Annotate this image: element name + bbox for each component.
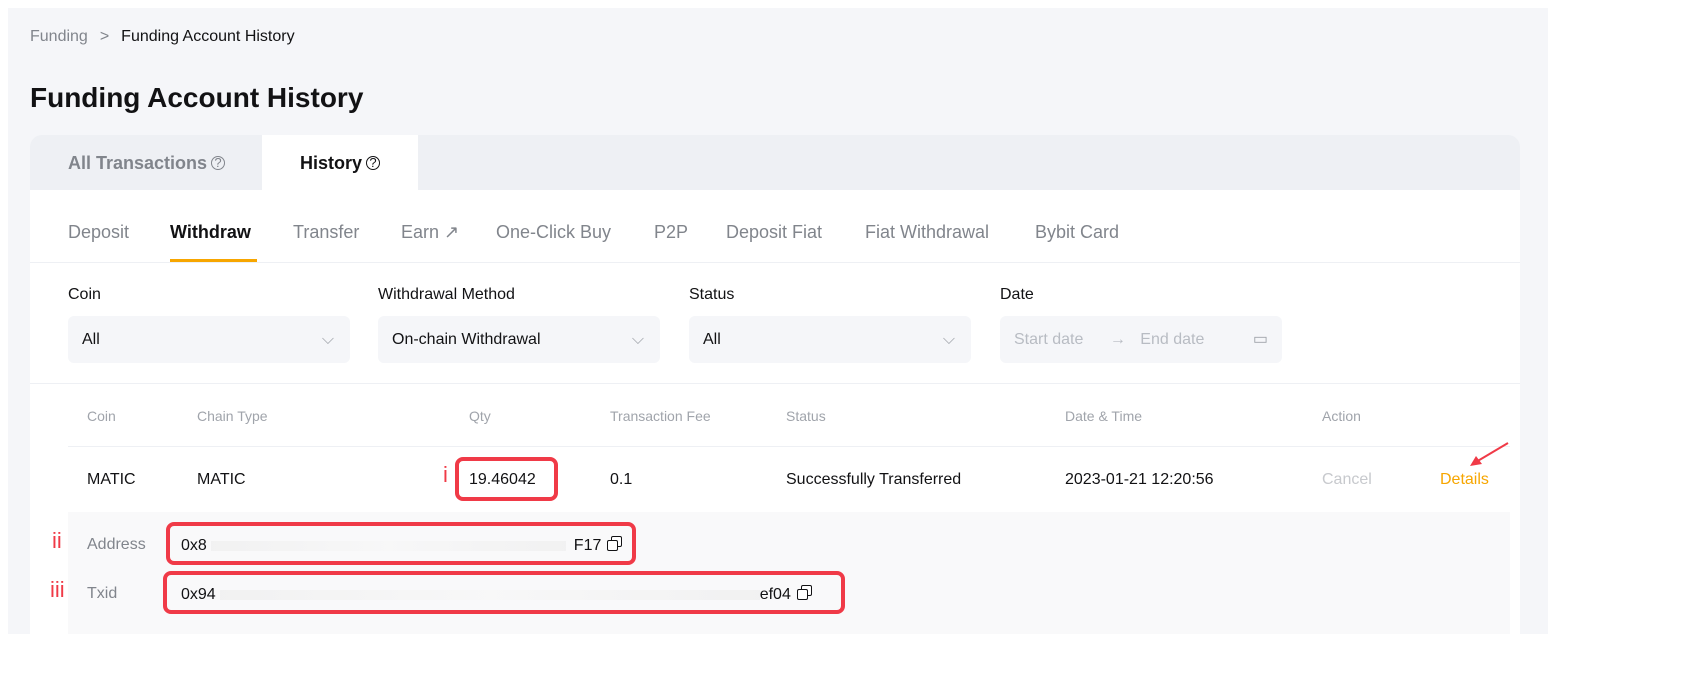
coin-select[interactable]: All ⌵ (68, 316, 350, 363)
txid-end: ef04 (759, 586, 791, 603)
end-date-input[interactable]: End date (1140, 331, 1205, 348)
breadcrumb-separator: > (99, 28, 110, 45)
copy-icon[interactable] (607, 536, 623, 551)
subtab-deposit-fiat[interactable]: Deposit Fiat (726, 222, 823, 242)
redacted-blur (219, 589, 760, 600)
header-coin: Coin (87, 408, 116, 424)
calendar-icon[interactable]: ▭ (1252, 331, 1268, 348)
method-filter-label: Withdrawal Method (378, 286, 515, 303)
address-start: 0x8 (181, 537, 207, 554)
txid-label: Txid (87, 585, 118, 602)
address-label: Address (87, 536, 146, 553)
tab-history[interactable]: History? (262, 135, 419, 191)
divider (30, 383, 1520, 384)
annotation-ii: ii (52, 528, 62, 553)
active-tab-indicator (170, 259, 257, 262)
cell-chain: MATIC (197, 471, 246, 488)
cell-coin: MATIC (87, 471, 136, 488)
cell-status: Successfully Transferred (786, 471, 962, 488)
annotation-box-txid (163, 571, 845, 614)
annotation-box-qty (455, 457, 558, 501)
tab-label: All Transactions (68, 153, 208, 173)
status-select[interactable]: All ⌵ (689, 316, 971, 363)
tab-all-transactions[interactable]: All Transactions? (30, 135, 263, 191)
cancel-button[interactable]: Cancel (1322, 471, 1372, 488)
subtab-bybit-card[interactable]: Bybit Card (1035, 222, 1120, 242)
coin-filter-label: Coin (68, 286, 101, 303)
annotation-iii: iii (50, 577, 65, 602)
subtab-fiat-withdrawal[interactable]: Fiat Withdrawal (865, 222, 990, 242)
cell-qty: 19.46042 (469, 471, 536, 488)
header-status: Status (786, 408, 826, 424)
arrow-right-icon: → (1109, 331, 1126, 348)
help-icon[interactable]: ? (211, 156, 226, 170)
start-date-input[interactable]: Start date (1014, 331, 1084, 348)
annotation-arrow-icon (1470, 442, 1509, 466)
coin-select-value: All (82, 331, 100, 348)
header-action: Action (1322, 408, 1361, 424)
status-select-value: All (703, 331, 721, 348)
header-chain-type: Chain Type (197, 408, 268, 424)
divider (30, 262, 1520, 263)
breadcrumb-funding[interactable]: Funding (30, 28, 88, 45)
help-icon[interactable]: ? (366, 156, 381, 170)
breadcrumb: Funding > Funding Account History (30, 28, 295, 46)
txid-value: 0x94 ef04 (181, 585, 841, 604)
txid-start: 0x94 (181, 586, 216, 603)
page-title: Funding Account History (30, 82, 364, 113)
cell-fee: 0.1 (610, 471, 633, 488)
annotation-box-address (166, 522, 636, 565)
subtab-p2p[interactable]: P2P (654, 222, 689, 242)
subtab-earn[interactable]: Earn ↗ (401, 222, 460, 242)
header-fee: Transaction Fee (610, 408, 711, 424)
method-select-value: On-chain Withdrawal (392, 331, 541, 348)
chevron-down-icon: ⌵ (631, 331, 644, 348)
breadcrumb-current: Funding Account History (121, 28, 295, 45)
header-date-time: Date & Time (1065, 408, 1143, 424)
subtab-one-click-buy[interactable]: One-Click Buy (496, 222, 612, 242)
address-value: 0x8 F17 (181, 536, 631, 555)
annotation-i: i (443, 462, 448, 487)
date-filter-label: Date (1000, 286, 1034, 303)
details-link[interactable]: Details (1440, 471, 1489, 488)
method-select[interactable]: On-chain Withdrawal ⌵ (378, 316, 660, 363)
main-tabs: All Transactions? History? (30, 135, 1520, 191)
status-filter-label: Status (689, 286, 735, 303)
date-range-picker[interactable]: Start date → End date ▭ (1000, 316, 1282, 363)
tab-label: History (300, 153, 363, 173)
redacted-blur (210, 540, 566, 551)
chevron-down-icon: ⌵ (321, 331, 334, 348)
divider (68, 446, 1510, 447)
copy-icon[interactable] (796, 585, 812, 600)
header-qty: Qty (469, 408, 491, 424)
chevron-down-icon: ⌵ (942, 331, 955, 348)
subtab-withdraw[interactable]: Withdraw (170, 222, 251, 242)
cell-datetime: 2023-01-21 12:20:56 (1065, 471, 1214, 488)
address-end: F17 (573, 537, 602, 554)
subtab-deposit[interactable]: Deposit (68, 222, 130, 242)
subtab-transfer[interactable]: Transfer (293, 222, 360, 242)
